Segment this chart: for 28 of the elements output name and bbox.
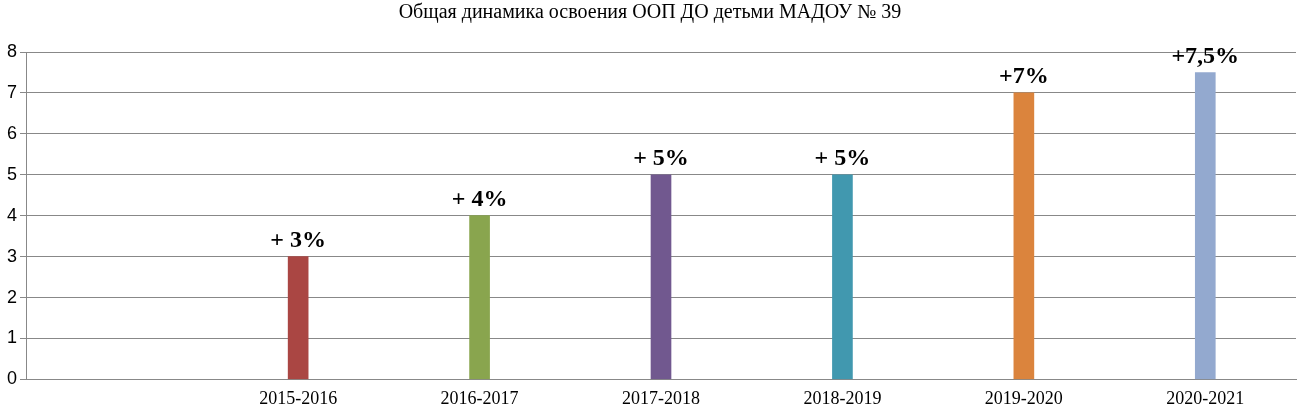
- bar: [287, 256, 309, 380]
- data-label: + 5%: [814, 143, 871, 170]
- x-tick-label: 2018-2019: [803, 387, 882, 408]
- bar: [469, 215, 490, 380]
- bar: [1194, 72, 1216, 380]
- y-tick-label: 4: [7, 204, 18, 225]
- y-tick-label: 1: [7, 327, 18, 348]
- bar: [1013, 92, 1035, 380]
- y-tick-label: 8: [7, 40, 18, 61]
- data-label: + 3%: [270, 225, 326, 252]
- y-tick-label: 7: [7, 81, 18, 102]
- x-tick-label: 2020-2021: [1166, 387, 1245, 408]
- x-tick-label: 2017-2018: [622, 387, 701, 408]
- data-label: +7%: [999, 62, 1049, 89]
- bar: [650, 174, 672, 380]
- x-tick-label: 2016-2017: [440, 387, 519, 408]
- chart-title: Общая динамика освоения ООП ДО детьми МАДОУ № 39: [397, 0, 903, 24]
- y-tick-label: 0: [7, 368, 18, 389]
- y-tick-label: 5: [7, 163, 18, 184]
- data-label: + 5%: [633, 143, 689, 170]
- x-tick-label: 2019-2020: [984, 387, 1063, 408]
- data-label: + 4%: [451, 184, 508, 211]
- x-tick-label: 2015-2016: [259, 387, 338, 408]
- y-tick-label: 2: [7, 286, 18, 307]
- y-tick-label: 6: [7, 122, 18, 143]
- y-tick-label: 3: [7, 245, 18, 266]
- data-label: +7,5%: [1171, 41, 1240, 68]
- bar: [832, 174, 853, 380]
